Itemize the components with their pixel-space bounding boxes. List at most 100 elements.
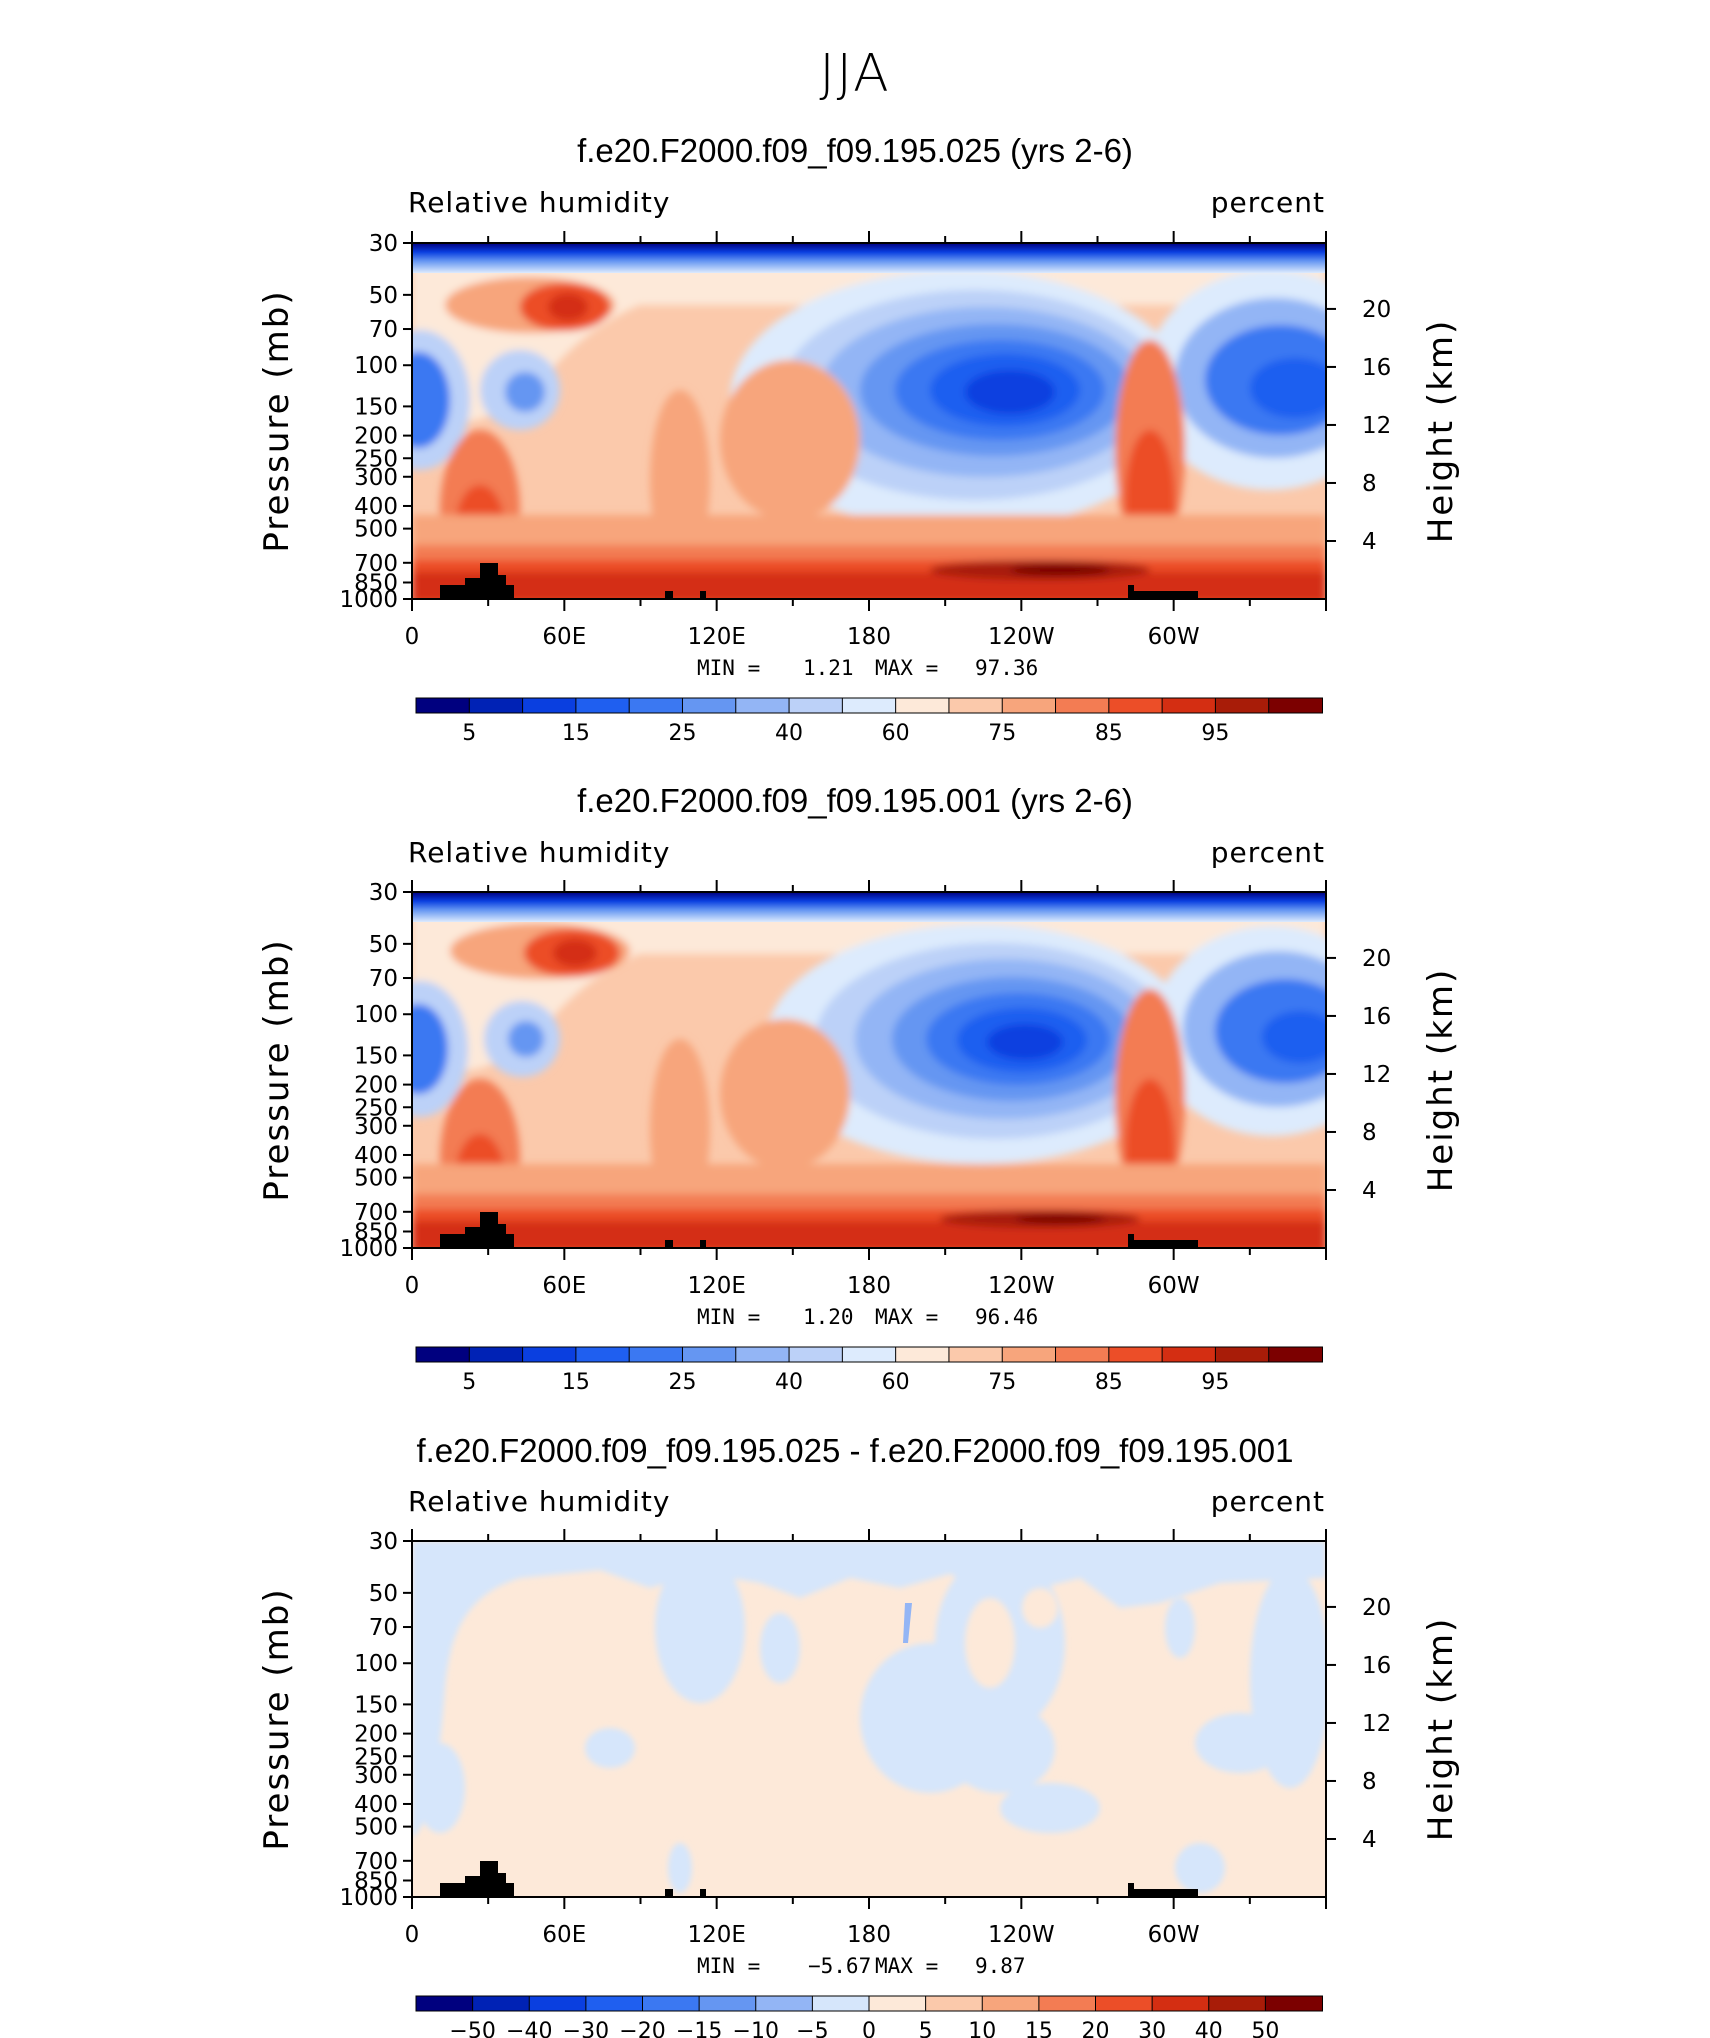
panel-1-min-label: MIN = (697, 656, 761, 680)
panel-2-pressure-tick-label: 700 (354, 1200, 398, 1226)
panel-1-field (412, 243, 1326, 599)
panel-2-colorbar-label: 95 (1201, 1370, 1229, 1395)
panel-3-pressure-tick-label: 300 (354, 1763, 398, 1789)
panel-2-max-value: 96.46 (975, 1305, 1039, 1329)
panel-1-colorbar-box (1161, 697, 1217, 714)
panel-1-height-tick-label: 4 (1362, 529, 1377, 555)
panel-3-field (412, 1541, 1326, 1897)
panel-2-min-value: 1.20 (803, 1305, 854, 1329)
panel-2-pressure-tick-label: 400 (354, 1143, 398, 1169)
panel-2-colorbar-label: 25 (668, 1370, 696, 1395)
panel-1-units-label: percent (1210, 186, 1325, 219)
panel-3-colorbar-box (981, 1995, 1040, 2012)
panel-3-colorbar-box (1095, 1995, 1154, 2012)
panel-2-units-label: percent (1210, 836, 1325, 869)
panel-1-pressure-tick-label: 400 (354, 494, 398, 520)
panel-2-y-axis-label: Pressure (mb) (257, 938, 297, 1201)
panel-3-lon-tick-label: 60E (542, 1922, 586, 1948)
panel-1-lon-tick-label: 60E (542, 624, 586, 650)
panel-3-pressure-tick-label: 850 (354, 1869, 398, 1895)
panel-3-lon-tick-label: 0 (405, 1922, 420, 1948)
panel-3-colorbar-label: −5 (796, 2019, 828, 2038)
panel-3-colorbar-box (755, 1995, 814, 2012)
panel-3-pressure-tick-label: 700 (354, 1849, 398, 1875)
panel-3-colorbar-box (811, 1995, 870, 2012)
panel-3-colorbar-label: −50 (449, 2019, 495, 2038)
panel-3-colorbar-box (925, 1995, 984, 2012)
panel-1-colorbar-box (948, 697, 1004, 714)
panel-3-title: f.e20.F2000.f09_f09.195.025 - f.e20.F200… (416, 1432, 1294, 1469)
panel-1-colorbar-box (522, 697, 577, 714)
panel-1-max-label: MAX = (875, 656, 939, 680)
panel-3-colorbar-box (1038, 1995, 1097, 2012)
panel-3-min-label: MIN = (697, 1954, 761, 1978)
panel-2-colorbar-box (735, 1346, 791, 1363)
panel-1-colorbar-label: 40 (775, 721, 803, 746)
panel-3-colorbar-label: 5 (919, 2019, 933, 2038)
panel-1-right-axis-label: Height (km) (1421, 319, 1461, 544)
panel-3-right-axis-label: Height (km) (1421, 1617, 1461, 1842)
panel-3-colorbar-label: −40 (506, 2019, 552, 2038)
panel-2-colorbar-box (468, 1346, 524, 1363)
panel-2-pressure-tick-label: 500 (354, 1166, 398, 1192)
panel-2-colorbar-box (628, 1346, 684, 1363)
panel-1-colorbar-box (1268, 697, 1324, 714)
panel-1-colorbar: 5 15 25 40 60 75 85 95 (415, 697, 1324, 746)
panel-3-colorbar-box (585, 1995, 644, 2012)
panel-1-pressure-tick-label: 250 (354, 446, 398, 472)
panel-1-colorbar-box (575, 697, 631, 714)
panel-2-right-axis-label: Height (km) (1421, 968, 1461, 1193)
panel-2-lon-tick-label: 120W (988, 1273, 1055, 1299)
panel-3-colorbar-box (868, 1995, 927, 2012)
panel-2-lon-tick-label: 60E (542, 1273, 586, 1299)
panel-1-max-value: 97.36 (975, 656, 1039, 680)
panel-2-pressure-tick-label: 850 (354, 1220, 398, 1246)
panel-1-pressure-tick-label: 50 (369, 283, 398, 309)
panel-3-lon-tick-label: 120E (687, 1922, 745, 1948)
panel-3-height-tick-label: 16 (1362, 1653, 1391, 1679)
panel-2-colorbar: 5 15 25 40 60 75 85 95 (415, 1346, 1324, 1395)
panel-3-min-value: −5.67 (808, 1954, 872, 1978)
panel-2-lon-tick-label: 0 (405, 1273, 420, 1299)
panel-1-colorbar-label: 25 (668, 721, 696, 746)
panel-3-colorbar-label: 15 (1025, 2019, 1053, 2038)
panel-1-lon-tick-label: 0 (405, 624, 420, 650)
panel-3-pressure-tick-label: 1000 (339, 1885, 398, 1911)
panel-3-height-tick-label: 4 (1362, 1827, 1377, 1853)
panel-2-colorbar-box (522, 1346, 577, 1363)
panel-2-colorbar-box (415, 1346, 471, 1363)
panel-3-colorbar-box (1208, 1995, 1267, 2012)
panel-1-colorbar-box (841, 697, 897, 714)
panel-3-y-axis-label: Pressure (mb) (257, 1587, 297, 1850)
panel-2-height-tick-label: 4 (1362, 1178, 1377, 1204)
panel-2-colorbar-box (1214, 1346, 1270, 1363)
panel-1-pressure-tick-label: 300 (354, 465, 398, 491)
panel-2-colorbar-box (788, 1346, 844, 1363)
panel-1-min-value: 1.21 (803, 656, 854, 680)
panel-3-colorbar-box (415, 1995, 474, 2012)
panel-3-pressure-tick-label: 30 (369, 1529, 398, 1555)
panel-2-title: f.e20.F2000.f09_f09.195.001 (yrs 2-6) (577, 782, 1133, 819)
panel-1-pressure-tick-label: 1000 (339, 587, 398, 613)
panel-3-colorbar-box (472, 1995, 531, 2012)
panel-2-colorbar-box (1161, 1346, 1217, 1363)
panel-1-colorbar-box (681, 697, 737, 714)
panel-1-pressure-tick-label: 30 (369, 231, 398, 257)
panel-1-colorbar-box (1108, 697, 1164, 714)
panel-1-colorbar-box (468, 697, 524, 714)
panel-3-colorbar: −50 −40 −30 −20 −15 −10 −5 0 5 10 15 20 30 40 50 (415, 1995, 1323, 2038)
panel-2-pressure-tick-label: 300 (354, 1114, 398, 1140)
panel-1-plot: 3050701001502002503004005007008501000Pre… (257, 231, 1461, 746)
panel-3-plot: 3050701001502002503004005007008501000Pre… (257, 1529, 1461, 2038)
panel-3-colorbar-label: −10 (733, 2019, 779, 2038)
panel-2-pressure-tick-label: 100 (354, 1002, 398, 1028)
panel-2-lon-tick-label: 180 (847, 1273, 891, 1299)
panel-3-colorbar-label: 30 (1138, 2019, 1166, 2038)
panel-1-height-tick-label: 20 (1362, 297, 1391, 323)
panel-1-colorbar-label: 95 (1201, 721, 1229, 746)
panel-1-colorbar-label: 15 (562, 721, 590, 746)
panel-1-lon-tick-label: 120W (988, 624, 1055, 650)
panel-3-height-tick-label: 8 (1362, 1769, 1377, 1795)
panel-3-colorbar-box (528, 1995, 587, 2012)
panel-2-lon-tick-label: 60W (1148, 1273, 1200, 1299)
